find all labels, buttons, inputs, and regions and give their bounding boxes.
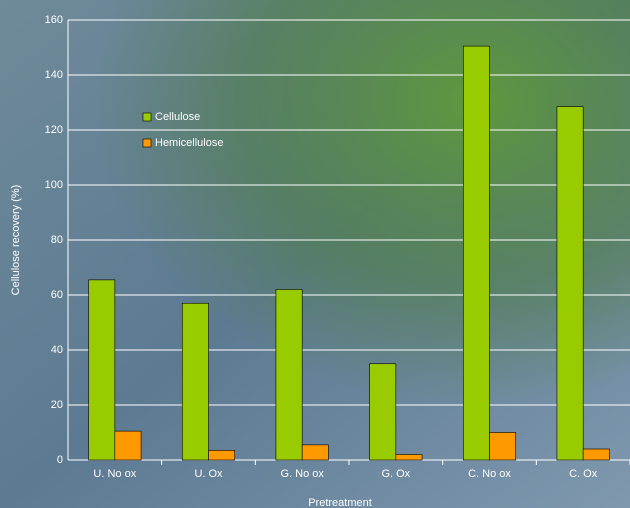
bar [395, 454, 423, 461]
x-tick-label: U. No ox [93, 468, 136, 480]
x-tick-label: U. Ox [194, 468, 223, 480]
y-tick-label: 80 [51, 234, 63, 246]
y-tick-label: 140 [45, 69, 63, 81]
bar [582, 448, 610, 461]
bar [208, 450, 236, 461]
y-tick-label: 160 [45, 14, 63, 26]
x-tick-label: G. Ox [381, 468, 410, 480]
bar [556, 106, 584, 461]
x-tick-label: G. No ox [280, 468, 324, 480]
y-tick-label: 20 [51, 399, 63, 411]
x-axis-label: Pretreatment [308, 497, 372, 508]
legend-swatch [142, 112, 152, 122]
x-tick-label: C. No ox [468, 468, 511, 480]
bar [275, 289, 303, 461]
bar [88, 279, 116, 461]
legend-swatch [142, 138, 152, 148]
y-axis-label: Cellulose recovery (%) [10, 185, 22, 296]
bar [369, 363, 397, 461]
y-tick-label: 0 [57, 454, 63, 466]
y-tick-label: 100 [45, 179, 63, 191]
bar [489, 432, 517, 461]
y-tick-label: 40 [51, 344, 63, 356]
y-tick-label: 60 [51, 289, 63, 301]
legend-label: Cellulose [155, 111, 200, 123]
x-tick-label: C. Ox [569, 468, 598, 480]
bar [114, 430, 142, 461]
bar [301, 444, 329, 461]
bar [462, 45, 490, 461]
legend-label: Hemicellulose [155, 137, 223, 149]
y-tick-label: 120 [45, 124, 63, 136]
bar [181, 302, 209, 461]
